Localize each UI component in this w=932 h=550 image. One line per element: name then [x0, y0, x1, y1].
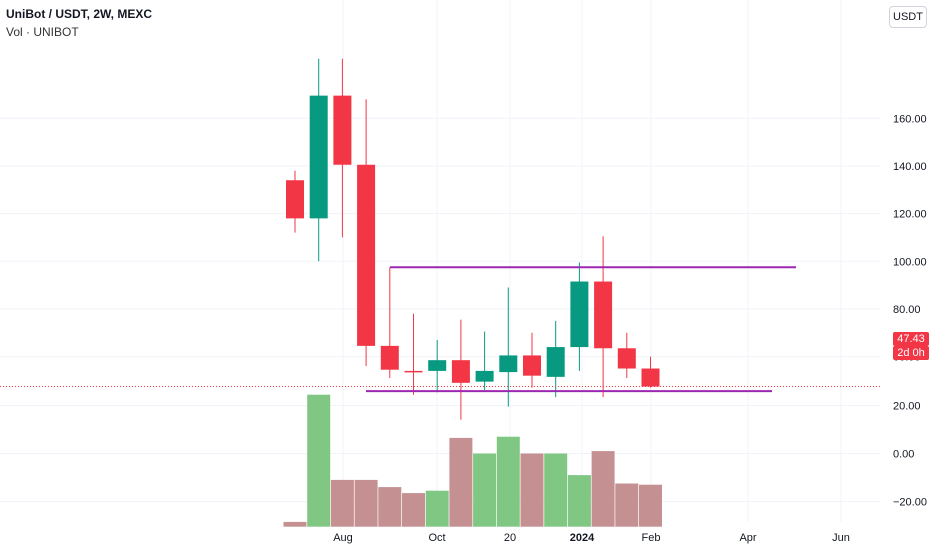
volume-axis: −20.00 0.00 20.00	[893, 401, 927, 509]
candlestick-series	[286, 58, 660, 420]
time-tick-label: 20	[504, 532, 516, 544]
candle-body	[404, 370, 423, 373]
volume-legend[interactable]: Vol · UNIBOT	[6, 25, 79, 39]
volume-bar	[473, 453, 497, 527]
volume-bar	[354, 479, 378, 527]
candle-body	[475, 370, 494, 382]
volume-bar	[591, 451, 615, 527]
price-axis-background	[880, 0, 932, 550]
price-tick-label: 120.00	[893, 209, 927, 221]
grid-lines	[0, 0, 880, 522]
candle-body	[286, 180, 304, 219]
volume-bar	[449, 437, 473, 527]
volume-bar	[378, 487, 402, 527]
volume-bar	[330, 479, 354, 527]
candle-body	[333, 95, 352, 165]
candle-body	[546, 347, 565, 377]
volume-bar	[307, 394, 331, 527]
volume-bar	[425, 490, 449, 527]
time-axis[interactable]: Aug Oct 20 2024 Feb Apr Jun	[333, 532, 850, 544]
drawing-lines	[0, 266, 880, 393]
candle-body	[357, 164, 376, 346]
candle-body	[594, 281, 613, 349]
candle-body	[380, 345, 399, 370]
last-price-badge: 47.43	[893, 332, 929, 346]
volume-bar	[567, 475, 591, 527]
candle-body	[499, 355, 518, 373]
volume-bar	[496, 436, 520, 527]
volume-bars	[283, 394, 662, 527]
volume-bar	[520, 453, 544, 527]
price-tick-label: 100.00	[893, 256, 927, 268]
candle-body	[428, 360, 447, 371]
currency-button[interactable]: USDT	[889, 6, 927, 28]
time-tick-label: Feb	[642, 532, 661, 544]
price-tick-label: 80.00	[893, 304, 921, 316]
candle-body	[617, 348, 636, 369]
volume-tick-label: 0.00	[893, 449, 914, 461]
candle-body	[309, 95, 328, 219]
time-tick-label: Apr	[739, 532, 756, 544]
volume-bar	[615, 483, 639, 527]
time-tick-label: Jun	[832, 532, 850, 544]
volume-tick-label: −20.00	[893, 497, 927, 509]
time-tick-label: Aug	[333, 532, 353, 544]
volume-bar	[402, 493, 425, 527]
volume-bar	[639, 484, 662, 527]
price-tick-label: 160.00	[893, 113, 927, 125]
bar-countdown-badge: 2d 0h	[893, 346, 929, 360]
candle-body	[641, 368, 660, 387]
price-tick-label: 140.00	[893, 161, 927, 173]
volume-bar	[283, 521, 307, 527]
candle-body	[570, 281, 589, 348]
time-tick-label: 2024	[570, 532, 595, 544]
volume-tick-label: 20.00	[893, 401, 921, 413]
volume-bar	[544, 453, 568, 527]
symbol-title[interactable]: UniBot / USDT, 2W, MEXC	[6, 7, 153, 21]
candle-body	[451, 360, 470, 383]
time-tick-label: Oct	[428, 532, 445, 544]
candle-body	[523, 355, 541, 376]
